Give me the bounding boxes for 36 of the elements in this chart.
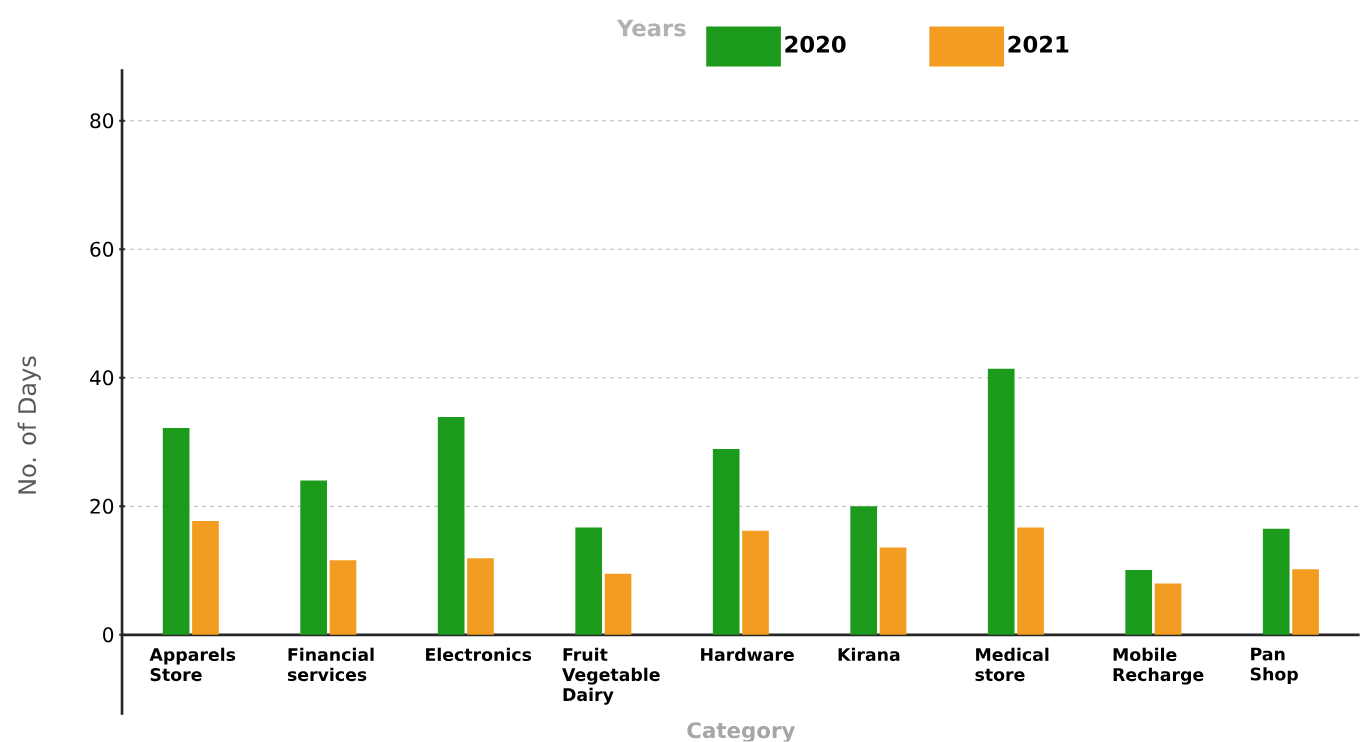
y-tick-label: 80 xyxy=(90,113,114,129)
x-tick-label: Apparels Store xyxy=(149,647,236,682)
bar xyxy=(1292,569,1319,636)
x-tick-label: Medical store xyxy=(975,647,1049,682)
bar xyxy=(192,521,219,636)
bar xyxy=(742,530,769,636)
bar xyxy=(712,449,740,636)
bar xyxy=(850,506,878,636)
legend-label: 2021 xyxy=(1008,35,1069,54)
y-tick-label: 40 xyxy=(90,370,114,386)
bar xyxy=(879,547,907,636)
y-tick-label: 20 xyxy=(90,498,114,515)
y-tick-label: 60 xyxy=(90,241,114,258)
x-tick-label: Fruit Vegetable Dairy xyxy=(562,647,660,705)
bar xyxy=(1017,527,1044,636)
y-axis-title: No. of Days xyxy=(17,356,41,494)
x-tick-label: Hardware xyxy=(701,647,794,662)
x-tick-label: Mobile Recharge xyxy=(1113,647,1204,685)
bar xyxy=(987,369,1015,636)
bar xyxy=(1262,529,1290,636)
bar xyxy=(437,417,465,636)
bar xyxy=(1125,570,1153,636)
legend-label: 2020 xyxy=(785,35,846,54)
bar xyxy=(162,428,190,636)
x-tick-label: Pan Shop xyxy=(1250,647,1298,685)
legend-title: Years xyxy=(616,19,686,37)
x-tick-label: Electronics xyxy=(426,647,532,662)
y-tick-label: 0 xyxy=(103,627,114,643)
bar xyxy=(604,574,632,636)
bar xyxy=(300,480,327,636)
bar xyxy=(329,560,357,636)
x-tick-label: Financial services xyxy=(287,647,374,682)
bar xyxy=(1154,583,1182,636)
x-tick-label: Kirana xyxy=(838,647,900,662)
bar xyxy=(467,558,494,636)
bar xyxy=(575,527,602,636)
